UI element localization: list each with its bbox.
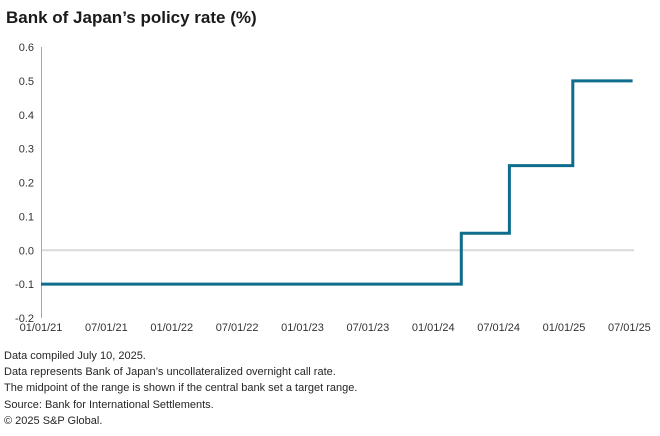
x-tick-label: 07/01/21: [85, 322, 128, 334]
y-tick-label: 0.6: [19, 42, 34, 54]
y-tick-label: 0.4: [19, 110, 34, 122]
x-tick-label: 01/01/22: [150, 322, 193, 334]
x-tick-label: 01/01/25: [543, 322, 586, 334]
footnote-data-compiled: Data compiled July 10, 2025.: [4, 350, 146, 362]
y-tick-label: -0.2: [15, 313, 34, 325]
x-tick-label: 07/01/24: [477, 322, 520, 334]
footnote-data-description: Data represents Bank of Japan’s uncollat…: [4, 366, 336, 379]
chart-footnotes: Data compiled July 10, 2025. Data repres…: [4, 348, 357, 429]
y-tick-label: -0.1: [15, 279, 34, 291]
footnote-range-note: The midpoint of the range is shown if th…: [4, 382, 358, 395]
x-tick-label: 01/01/23: [281, 322, 324, 334]
y-tick-label: 0.1: [19, 211, 34, 223]
chart-title: Bank of Japan’s policy rate (%): [6, 8, 257, 27]
y-tick-label: 0.5: [19, 76, 34, 88]
x-tick-label: 07/01/23: [346, 322, 389, 334]
policy-rate-line: [41, 79, 633, 286]
y-tick-label: 0.0: [19, 245, 34, 257]
y-tick-label: 0.3: [19, 144, 34, 156]
x-tick-label: 07/01/22: [216, 322, 259, 334]
y-tick-label: 0.2: [19, 178, 34, 190]
x-tick-label: 01/01/24: [412, 322, 455, 334]
x-tick-label: 07/01/25: [608, 322, 651, 334]
x-tick-label: 01/01/21: [20, 322, 63, 334]
footnote-copyright: © 2025 S&P Global.: [4, 414, 103, 427]
footnote-source: Source: Bank for International Settlemen…: [4, 398, 214, 411]
